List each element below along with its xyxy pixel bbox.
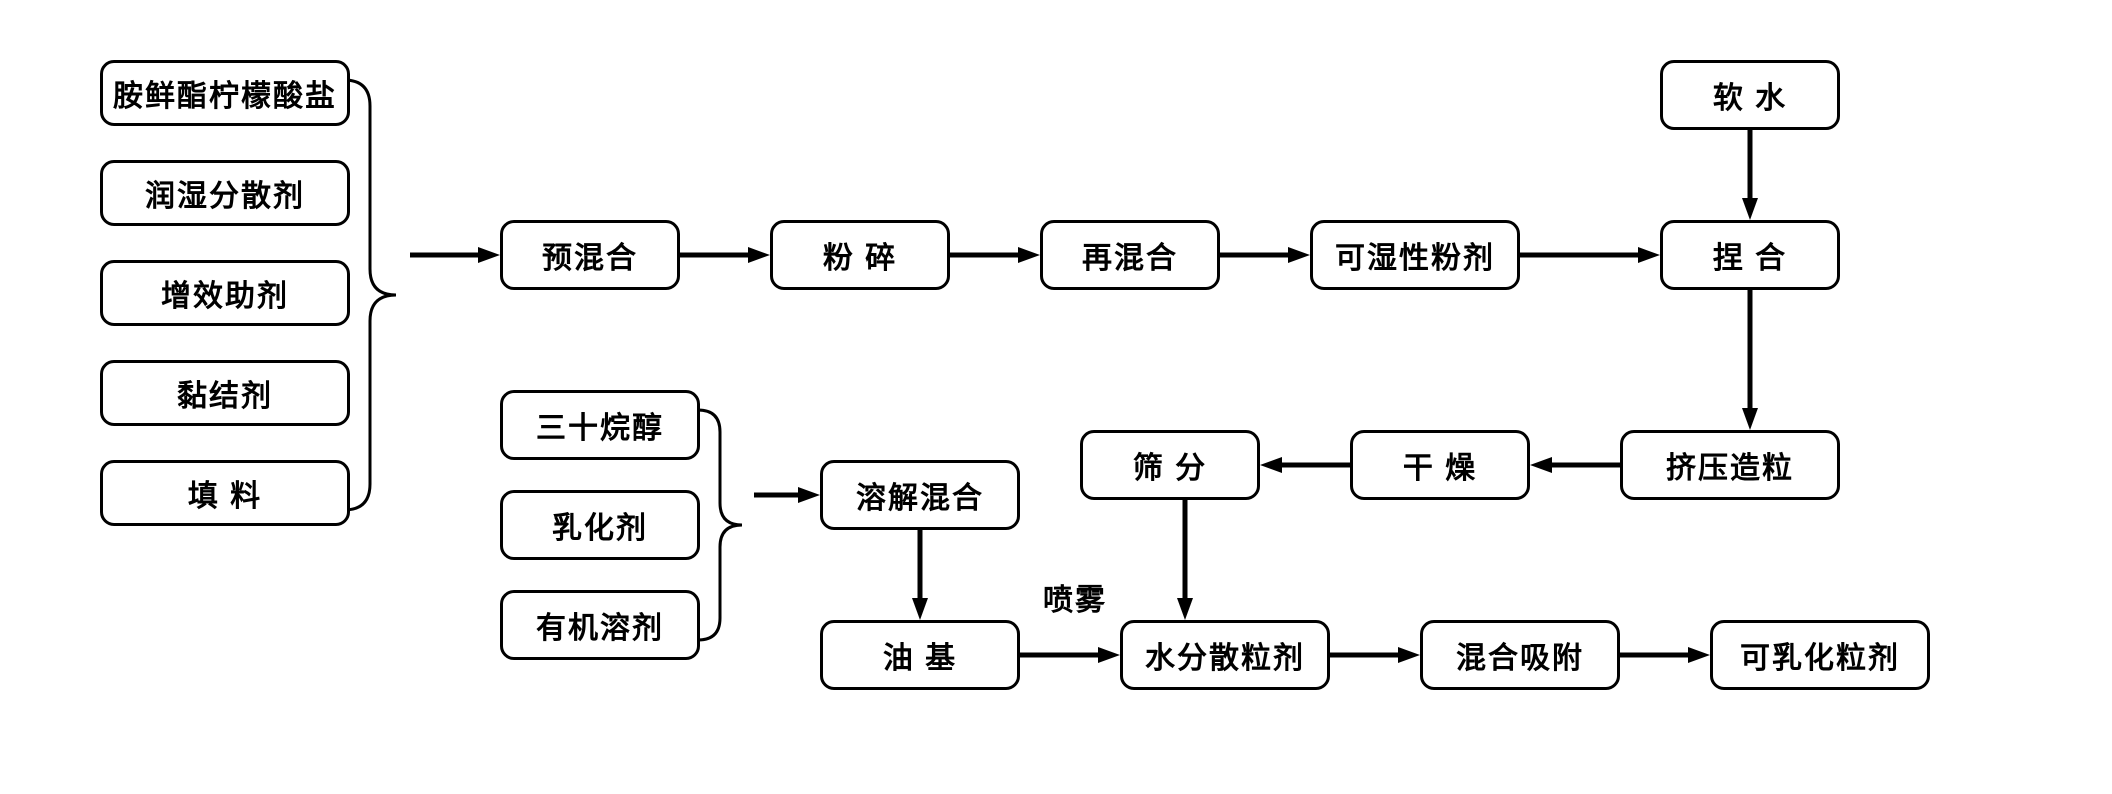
node-label: 可乳化粒剂: [1740, 633, 1900, 677]
node-tria: 三十烷醇: [500, 390, 700, 460]
node-in3: 增效助剂: [100, 260, 350, 326]
edge-brace0-to-premix: [410, 247, 500, 263]
edge-extrude-to-dry: [1530, 457, 1620, 473]
node-label: 粉 碎: [823, 233, 897, 277]
edge-dry-to-sieve: [1260, 457, 1350, 473]
node-sieve: 筛 分: [1080, 430, 1260, 500]
node-label: 捏 合: [1713, 233, 1787, 277]
node-label: 黏结剂: [177, 371, 273, 415]
label-spray: 喷雾: [1043, 575, 1107, 619]
brace-1: [698, 410, 742, 640]
node-remix: 再混合: [1040, 220, 1220, 290]
node-softwater: 软 水: [1660, 60, 1840, 130]
node-orgsolv: 有机溶剂: [500, 590, 700, 660]
brace-0: [344, 80, 396, 510]
node-label: 再混合: [1082, 233, 1178, 277]
edge-knead-to-extrude: [1742, 290, 1758, 430]
node-label: 润湿分散剂: [145, 171, 305, 215]
node-crush: 粉 碎: [770, 220, 950, 290]
node-knead: 捏 合: [1660, 220, 1840, 290]
edge-remix-to-wettable: [1220, 247, 1310, 263]
node-in4: 黏结剂: [100, 360, 350, 426]
edge-brace1-to-dissolve: [754, 487, 820, 503]
node-egran: 可乳化粒剂: [1710, 620, 1930, 690]
node-label: 干 燥: [1403, 443, 1477, 487]
node-label: 乳化剂: [552, 503, 648, 547]
node-label: 预混合: [542, 233, 638, 277]
node-label: 筛 分: [1133, 443, 1207, 487]
edge-wdg-to-adsorb: [1330, 647, 1420, 663]
node-label: 填 料: [188, 471, 262, 515]
edge-softwater-to-knead: [1742, 130, 1758, 220]
node-adsorb: 混合吸附: [1420, 620, 1620, 690]
edge-wettable-to-knead: [1520, 247, 1660, 263]
node-label: 有机溶剂: [536, 603, 664, 647]
node-label: 溶解混合: [856, 473, 984, 517]
edge-sieve-to-wdg: [1177, 500, 1193, 620]
node-label: 三十烷醇: [536, 403, 664, 447]
node-extrude: 挤压造粒: [1620, 430, 1840, 500]
label-text: 喷雾: [1043, 584, 1107, 617]
node-dry: 干 燥: [1350, 430, 1530, 500]
node-in2: 润湿分散剂: [100, 160, 350, 226]
node-label: 油 基: [883, 633, 957, 677]
node-wettable: 可湿性粉剂: [1310, 220, 1520, 290]
edge-premix-to-crush: [680, 247, 770, 263]
node-dissolve: 溶解混合: [820, 460, 1020, 530]
edge-dissolve-to-oilbase: [912, 530, 928, 620]
node-wdg: 水分散粒剂: [1120, 620, 1330, 690]
node-label: 挤压造粒: [1666, 443, 1794, 487]
node-emuls: 乳化剂: [500, 490, 700, 560]
node-oilbase: 油 基: [820, 620, 1020, 690]
edge-crush-to-remix: [950, 247, 1040, 263]
edge-adsorb-to-egran: [1620, 647, 1710, 663]
node-in1: 胺鲜酯柠檬酸盐: [100, 60, 350, 126]
node-premix: 预混合: [500, 220, 680, 290]
node-label: 水分散粒剂: [1145, 633, 1305, 677]
flowchart-canvas: 胺鲜酯柠檬酸盐润湿分散剂增效助剂黏结剂填 料 预混合 粉 碎 再混合 可湿性粉剂 软 水捏…: [0, 0, 2112, 794]
node-label: 胺鲜酯柠檬酸盐: [113, 71, 337, 115]
node-label: 软 水: [1713, 73, 1787, 117]
node-label: 混合吸附: [1456, 633, 1584, 677]
edge-oilbase-to-wdg: [1020, 647, 1120, 663]
node-in5: 填 料: [100, 460, 350, 526]
node-label: 增效助剂: [161, 271, 289, 315]
node-label: 可湿性粉剂: [1335, 233, 1495, 277]
